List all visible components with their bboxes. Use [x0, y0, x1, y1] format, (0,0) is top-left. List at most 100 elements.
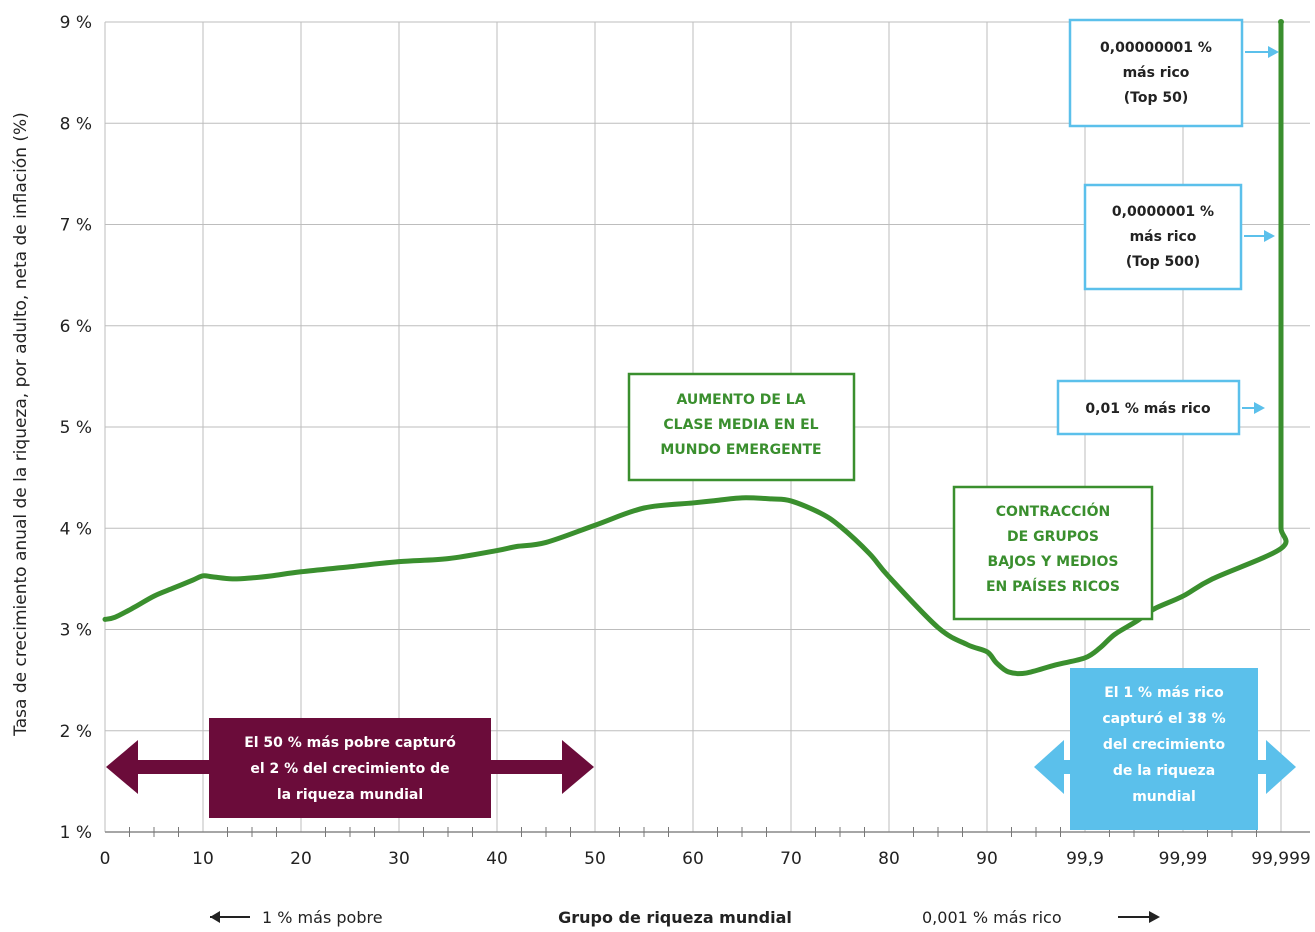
- annotation-top001: 0,01 % más rico: [1056, 379, 1265, 436]
- data-point: [202, 574, 205, 577]
- data-point: [1182, 595, 1185, 598]
- data-point: [888, 575, 891, 578]
- data-point: [192, 578, 195, 581]
- data-point: [104, 618, 107, 621]
- y-tick-label: 9 %: [60, 13, 92, 33]
- data-point: [1280, 71, 1283, 74]
- x-tick-label: 10: [192, 849, 214, 869]
- data-point: [1280, 172, 1283, 175]
- data-point: [1280, 496, 1283, 499]
- annotation-middle-class-line: CLASE MEDIA EN EL: [663, 417, 818, 433]
- annotation-poorest-line: la riqueza mundial: [277, 787, 423, 803]
- annotation-top001-line: 0,01 % más rico: [1085, 401, 1211, 417]
- x-tick-label: 99,999: [1251, 849, 1310, 869]
- x-axis-label: Grupo de riqueza mundial: [558, 908, 792, 927]
- annotation-richest-line: capturó el 38 %: [1102, 711, 1225, 727]
- data-point: [1280, 410, 1283, 413]
- annotation-contraction-line: CONTRACCIÓN: [996, 502, 1110, 520]
- annotation-middle-class-line: AUMENTO DE LA: [676, 392, 805, 408]
- annotation-top500: 0,0000001 % más rico (Top 500): [1083, 183, 1275, 291]
- annotation-poorest-line: el 2 % del crecimiento de: [250, 761, 449, 777]
- arrow-left-icon: [1034, 740, 1064, 794]
- data-point: [770, 497, 773, 500]
- data-point: [1211, 577, 1214, 580]
- y-tick-labels: 1 % 2 % 3 % 4 % 5 % 6 % 7 % 8 % 9 %: [60, 13, 92, 843]
- annotation-top500-line: 0,0000001 %: [1112, 204, 1214, 220]
- x-tick-label: 20: [290, 849, 312, 869]
- data-point: [515, 545, 518, 548]
- annotation-richest-line: mundial: [1132, 789, 1196, 805]
- data-point: [251, 576, 254, 579]
- data-point: [545, 541, 548, 544]
- x-tick-label: 40: [486, 849, 508, 869]
- data-point: [790, 499, 793, 502]
- y-tick-label: 4 %: [60, 519, 92, 539]
- data-point: [398, 560, 401, 563]
- data-point: [1280, 547, 1283, 550]
- annotation-richest: El 1 % más rico capturó el 38 % del crec…: [1034, 668, 1296, 830]
- data-point: [231, 577, 234, 580]
- minor-ticks: [129, 827, 1257, 837]
- data-point: [133, 606, 136, 609]
- x-axis-left-note: 1 % más pobre: [210, 908, 383, 927]
- x-tick-label: 60: [682, 849, 704, 869]
- data-point: [1113, 633, 1116, 636]
- x-tick-label: 70: [780, 849, 802, 869]
- series-end-point: [1278, 19, 1284, 25]
- x-axis-right-label: 0,001 % más rico: [922, 908, 1062, 927]
- annotation-top50-line: (Top 50): [1124, 90, 1188, 106]
- annotation-contraction-line: BAJOS Y MEDIOS: [988, 554, 1119, 570]
- annotation-richest-line: El 1 % más rico: [1104, 685, 1224, 701]
- data-point: [349, 565, 352, 568]
- arrow-right-icon: [562, 740, 594, 794]
- annotation-richest-line: de la riqueza: [1113, 763, 1215, 779]
- data-point: [986, 650, 989, 653]
- annotation-contraction: CONTRACCIÓN DE GRUPOS BAJOS Y MEDIOS EN …: [952, 485, 1154, 621]
- annotation-top50-line: más rico: [1123, 65, 1190, 81]
- y-axis-label: Tasa de crecimiento anual de la riqueza,…: [11, 112, 31, 737]
- data-point: [1280, 415, 1283, 418]
- data-point: [113, 616, 116, 619]
- y-tick-label: 1 %: [60, 823, 92, 843]
- annotation-top500-line: (Top 500): [1126, 254, 1200, 270]
- data-point: [966, 643, 969, 646]
- data-point: [1280, 274, 1283, 277]
- data-point: [1280, 527, 1283, 530]
- annotation-middle-class: AUMENTO DE LA CLASE MEDIA EN EL MUNDO EM…: [627, 372, 856, 482]
- series-line: [102, 19, 1289, 677]
- x-axis-left-label: 1 % más pobre: [262, 908, 383, 927]
- data-point: [270, 574, 273, 577]
- annotation-richest-line: del crecimiento: [1103, 737, 1226, 753]
- data-point: [172, 586, 175, 589]
- arrow-left-icon: [106, 740, 138, 794]
- annotation-middle-class-line: MUNDO EMERGENTE: [660, 442, 821, 458]
- data-point: [496, 549, 499, 552]
- x-tick-label: 80: [878, 849, 900, 869]
- annotation-contraction-line: DE GRUPOS: [1007, 529, 1099, 545]
- annotation-top500-line: más rico: [1130, 229, 1197, 245]
- annotation-top50-line: 0,00000001 %: [1100, 40, 1212, 56]
- data-point: [839, 525, 842, 528]
- annotation-poorest: El 50 % más pobre capturó el 2 % del cre…: [106, 718, 594, 818]
- data-point: [1280, 426, 1283, 429]
- data-point: [1024, 672, 1027, 675]
- data-point: [643, 507, 646, 510]
- data-point: [741, 496, 744, 499]
- x-axis-right-note: 0,001 % más rico: [922, 908, 1160, 927]
- data-point: [1054, 663, 1057, 666]
- data-point: [594, 524, 597, 527]
- x-tick-label: 99,99: [1159, 849, 1208, 869]
- data-point: [153, 595, 156, 598]
- annotation-contraction-line: EN PAÍSES RICOS: [986, 578, 1120, 595]
- y-tick-label: 3 %: [60, 621, 92, 641]
- data-point: [1280, 365, 1283, 368]
- annotation-poorest-line: El 50 % más pobre capturó: [244, 735, 456, 751]
- annotation-top50: 0,00000001 % más rico (Top 50): [1068, 18, 1279, 128]
- x-tick-label: 50: [584, 849, 606, 869]
- x-tick-label: 90: [976, 849, 998, 869]
- data-point: [995, 661, 998, 664]
- y-tick-label: 5 %: [60, 418, 92, 438]
- data-point: [1135, 620, 1138, 623]
- data-point: [711, 499, 714, 502]
